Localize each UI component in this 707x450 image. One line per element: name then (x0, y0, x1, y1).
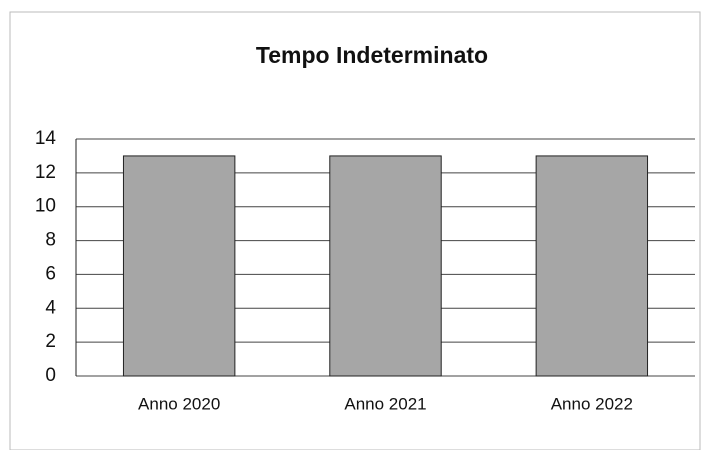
y-tick-label: 6 (45, 263, 56, 284)
y-tick-label: 12 (35, 162, 56, 183)
bar (535, 155, 649, 377)
x-tick-label: Anno 2021 (344, 394, 426, 413)
bar (122, 155, 236, 377)
y-tick-label: 4 (45, 297, 56, 318)
y-tick-label: 8 (45, 230, 56, 251)
y-tick-label: 2 (45, 331, 56, 352)
chart-title: Tempo Indeterminato (256, 42, 488, 68)
y-tick-label: 14 (35, 128, 57, 149)
y-tick-label: 0 (45, 365, 56, 386)
bar (329, 155, 442, 377)
x-tick-label: Anno 2020 (138, 394, 220, 413)
y-tick-label: 10 (35, 196, 56, 217)
x-tick-label: Anno 2022 (551, 394, 633, 413)
